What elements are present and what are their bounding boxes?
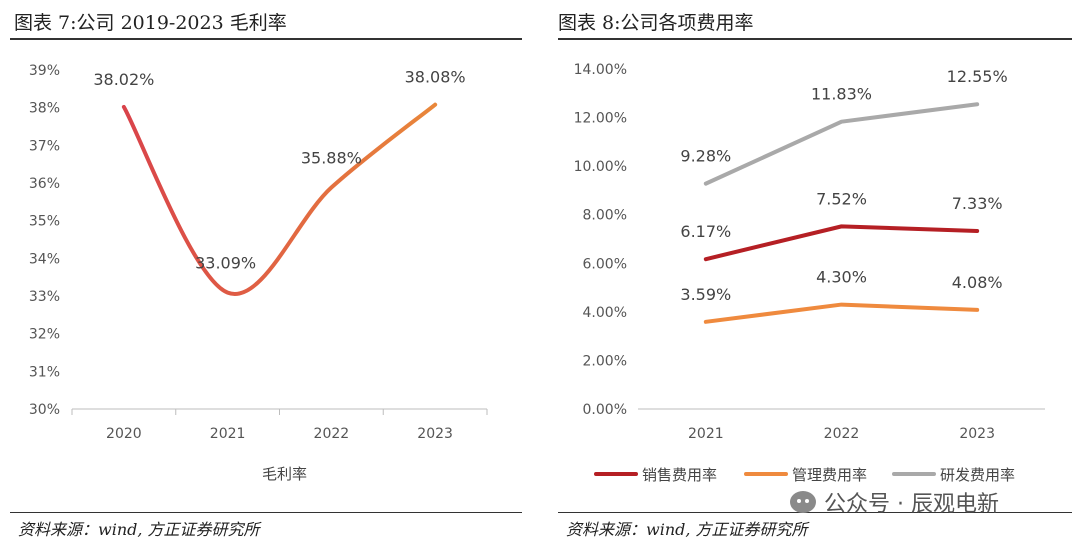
data-label: 12.55%: [947, 67, 1008, 86]
y-tick-label: 4.00%: [583, 305, 627, 321]
x-tick-label: 2022: [314, 426, 350, 442]
y-tick-label: 6.00%: [583, 256, 627, 272]
left-source-rule: [10, 512, 522, 513]
x-tick-label: 2020: [106, 426, 142, 442]
y-tick-label: 8.00%: [583, 208, 627, 224]
y-tick-label: 38%: [29, 101, 60, 117]
left-source-note: 资料来源：wind, 方正证券研究所: [18, 520, 260, 539]
y-tick-label: 2.00%: [583, 353, 627, 369]
y-tick-label: 37%: [29, 138, 60, 154]
data-label: 9.28%: [680, 147, 731, 166]
y-tick-label: 30%: [29, 402, 60, 418]
data-label: 6.17%: [680, 222, 731, 241]
y-tick-label: 31%: [29, 364, 60, 380]
series-line-2: [703, 302, 980, 324]
data-label: 11.83%: [811, 85, 872, 104]
data-label: 35.88%: [301, 149, 362, 168]
y-tick-label: 12.00%: [574, 111, 627, 127]
watermark-text: 公众号 · 辰观电新: [824, 492, 999, 517]
right-figure-title: 图表 8:公司各项费用率: [558, 12, 754, 34]
data-label: 4.08%: [952, 273, 1003, 292]
x-tick-label: 2023: [959, 426, 995, 442]
legend-label: 毛利率: [262, 465, 307, 483]
series-line-gross-margin: [121, 102, 438, 296]
right-figure-panel: 图表 8:公司各项费用率 资料来源：wind, 方正证券研究所: [548, 0, 1080, 549]
y-tick-label: 33%: [29, 289, 60, 305]
y-tick-label: 36%: [29, 176, 60, 192]
data-label: 38.02%: [93, 70, 154, 89]
left-title-rule: [10, 38, 522, 40]
legend-label: 研发费用率: [940, 466, 1015, 484]
y-tick-label: 34%: [29, 251, 60, 267]
left-figure-panel: 图表 7:公司 2019-2023 毛利率 资料来源：wind, 方正证券研究所: [0, 0, 530, 549]
right-source-rule: [558, 512, 1072, 513]
y-tick-label: 0.00%: [583, 402, 627, 418]
data-label: 4.30%: [816, 268, 867, 287]
series-line-3: [703, 102, 980, 186]
data-label: 38.08%: [405, 68, 466, 87]
left-figure-title: 图表 7:公司 2019-2023 毛利率: [14, 12, 287, 34]
y-tick-label: 32%: [29, 327, 60, 343]
y-tick-label: 39%: [29, 63, 60, 79]
x-tick-label: 2021: [210, 426, 246, 442]
data-label: 7.33%: [952, 194, 1003, 213]
y-tick-label: 14.00%: [574, 62, 627, 78]
legend-label: 销售费用率: [642, 466, 717, 484]
legend-label: 管理费用率: [792, 466, 867, 484]
y-tick-label: 35%: [29, 214, 60, 230]
data-label: 7.52%: [816, 189, 867, 208]
y-tick-label: 10.00%: [574, 159, 627, 175]
x-tick-label: 2022: [824, 426, 860, 442]
gross-margin-chart: 30% 31% 32% 33% 34% 35% 36% 37% 38% 39% 2020 2021 20…: [29, 63, 488, 483]
data-label: 33.09%: [195, 254, 256, 273]
x-tick-label: 2021: [688, 426, 724, 442]
watermark: 公众号 · 辰观电新: [790, 486, 999, 518]
x-tick-label: 2023: [417, 426, 453, 442]
wechat-icon: [790, 491, 816, 513]
right-title-rule: [558, 38, 1072, 40]
data-label: 3.59%: [680, 285, 731, 304]
series-line-1: [703, 224, 980, 262]
right-source-note: 资料来源：wind, 方正证券研究所: [566, 520, 808, 539]
